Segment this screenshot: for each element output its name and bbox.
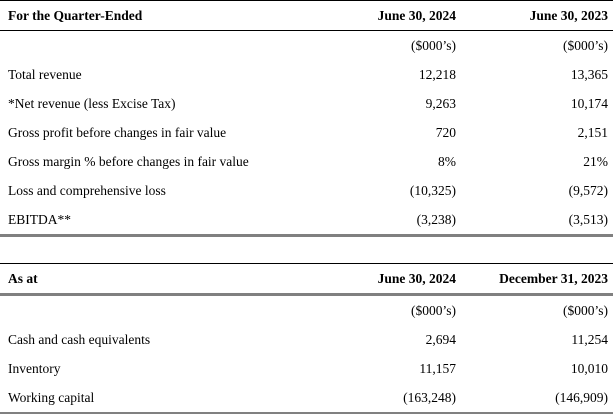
table-row: Loss and comprehensive loss (10,325) (9,… [0, 176, 613, 205]
row-label: EBITDA** [8, 211, 71, 227]
units-spacer [0, 295, 318, 326]
value-cell: 13,365 [570, 66, 608, 82]
quarterly-results-table: For the Quarter-Ended June 30, 2024 June… [0, 0, 613, 237]
value-cell: 11,157 [419, 360, 456, 376]
value-cell: (3,513) [568, 211, 608, 227]
value-cell: 11,254 [571, 331, 608, 347]
table-row: Inventory 11,157 10,010 [0, 354, 613, 383]
units-row: ($000’s) ($000’s) [0, 31, 613, 61]
row-label: Gross profit before changes in fair valu… [8, 124, 227, 140]
column-header-period-2: June 30, 2023 [529, 7, 608, 23]
table-row: Working capital (163,248) (146,909) [0, 383, 613, 414]
row-label: *Net revenue (less Excise Tax) [8, 95, 176, 111]
row-label: Gross margin % before changes in fair va… [8, 153, 249, 169]
units-row: ($000’s) ($000’s) [0, 295, 613, 326]
column-header-period-1: June 30, 2024 [377, 7, 456, 23]
value-cell: 2,694 [425, 331, 456, 347]
column-header-period-1: June 30, 2024 [377, 270, 456, 286]
table-header-row: As at June 30, 2024 December 31, 2023 [0, 263, 613, 295]
row-label: Working capital [8, 389, 95, 405]
value-cell: 2,151 [577, 124, 608, 140]
units-label: ($000’s) [411, 302, 456, 318]
value-cell: 10,174 [570, 95, 608, 111]
table-header-row: For the Quarter-Ended June 30, 2024 June… [0, 0, 613, 31]
value-cell: (10,325) [409, 182, 456, 198]
table-row: Total revenue 12,218 13,365 [0, 60, 613, 89]
units-label: ($000’s) [563, 37, 608, 53]
row-label: Total revenue [8, 66, 82, 82]
value-cell: (3,238) [416, 211, 456, 227]
row-label: Loss and comprehensive loss [8, 182, 166, 198]
value-cell: (163,248) [403, 389, 456, 405]
value-cell: 8% [438, 153, 456, 169]
column-header-period-2: December 31, 2023 [499, 270, 608, 286]
value-cell: 21% [583, 153, 608, 169]
row-label: Inventory [8, 360, 61, 376]
units-spacer [0, 31, 318, 61]
table-row: Gross margin % before changes in fair va… [0, 147, 613, 176]
value-cell: 10,010 [570, 360, 608, 376]
value-cell: (146,909) [555, 389, 608, 405]
value-cell: 12,218 [418, 66, 456, 82]
value-cell: (9,572) [568, 182, 608, 198]
table-title: As at [8, 270, 38, 286]
value-cell: 720 [435, 124, 456, 140]
table-row: EBITDA** (3,238) (3,513) [0, 205, 613, 236]
table-title: For the Quarter-Ended [8, 7, 143, 23]
table-row: *Net revenue (less Excise Tax) 9,263 10,… [0, 89, 613, 118]
table-row: Gross profit before changes in fair valu… [0, 118, 613, 147]
table-row: Cash and cash equivalents 2,694 11,254 [0, 325, 613, 354]
balance-sheet-table: As at June 30, 2024 December 31, 2023 ($… [0, 263, 613, 414]
units-label: ($000’s) [411, 37, 456, 53]
units-label: ($000’s) [563, 302, 608, 318]
value-cell: 9,263 [425, 95, 456, 111]
row-label: Cash and cash equivalents [8, 331, 151, 347]
table-separator-gap [0, 237, 613, 263]
